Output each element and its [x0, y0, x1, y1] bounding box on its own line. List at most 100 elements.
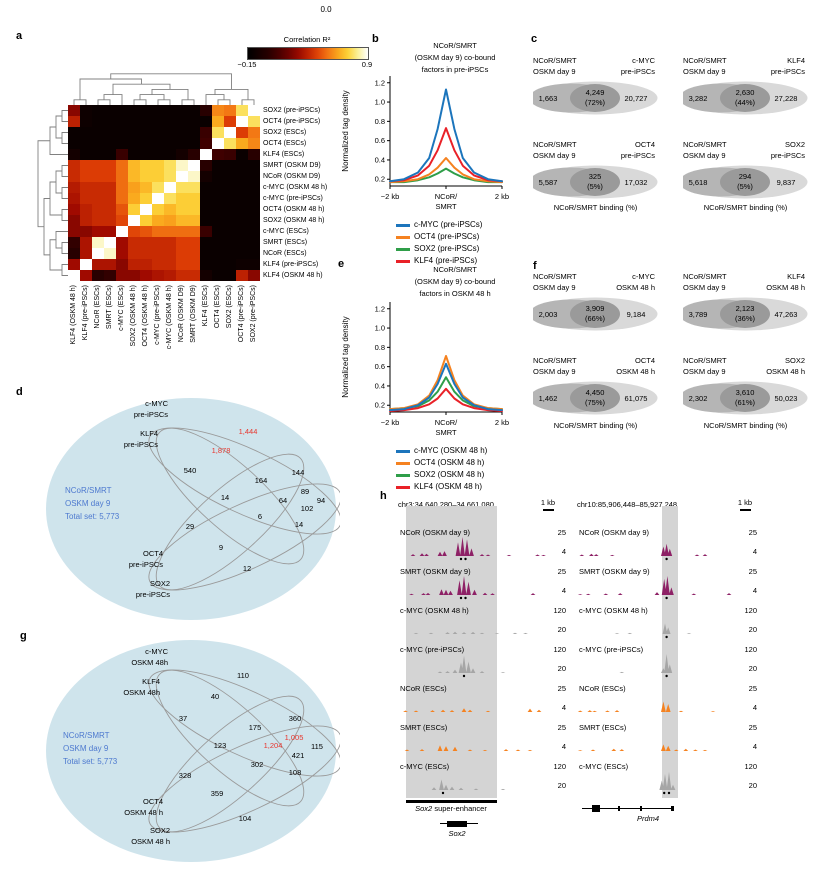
peak-call-dot	[459, 557, 463, 561]
heatmap-cell	[224, 127, 236, 138]
heatmap-cell	[200, 204, 212, 215]
svg-text: 294	[739, 172, 752, 181]
venn-footer: NCoR/SMRT binding (%)	[553, 203, 638, 212]
svg-text: −2 kb	[381, 192, 400, 201]
heatmap-cell	[152, 160, 164, 171]
venn-right-set-label: OSKM 48 h	[766, 367, 805, 376]
heatmap-cell	[92, 160, 104, 171]
heatmap-cell	[140, 149, 152, 160]
heatmap-cell	[176, 116, 188, 127]
track-signal	[577, 576, 737, 600]
dendrogram-link	[133, 99, 147, 105]
heatmap-cell	[164, 270, 176, 281]
track-scale-top: 25	[557, 567, 566, 576]
heatmap-cell	[116, 237, 128, 248]
svg-text: 102	[301, 504, 314, 513]
svg-text: 144	[292, 468, 305, 477]
heatmap-cell	[104, 204, 116, 215]
venn-right-set-label: c-MYC	[632, 272, 655, 281]
heatmap-cell	[104, 160, 116, 171]
svg-text: 1,204	[264, 741, 283, 750]
heatmap-cell	[128, 182, 140, 193]
venn-footer: NCoR/SMRT binding (%)	[553, 421, 638, 430]
svg-text: 302	[251, 760, 264, 769]
venn-overlap-ellipse	[570, 84, 620, 112]
heatmap-cell	[200, 193, 212, 204]
track-scale-top: 120	[553, 645, 566, 654]
venn-pair-diagram: 3,789 2,123(36%) 47,263	[683, 297, 808, 331]
track-signal-path	[577, 543, 737, 556]
panel-letter-a: a	[16, 30, 23, 42]
highlight-region	[662, 506, 678, 798]
heatmap-cell	[164, 193, 176, 204]
venn-pair-diagram: 2,302 3,610(61%) 50,023	[683, 381, 808, 415]
heatmap-cell	[212, 193, 224, 204]
svg-text: 325	[589, 172, 602, 181]
svg-text: 12	[243, 564, 251, 573]
svg-text: 1,444	[239, 427, 258, 436]
heatmap-cell	[212, 270, 224, 281]
track-scale-top: 120	[744, 606, 757, 615]
track-scale-bottom: 4	[561, 586, 566, 595]
heatmap-cell	[116, 270, 128, 281]
svg-text: 2,302	[689, 394, 708, 403]
venn-pair-diagram: 2,003 3,909(66%) 9,184	[533, 297, 658, 331]
heatmap-cell	[140, 248, 152, 259]
venn-overlap-ellipse	[720, 168, 770, 196]
track-scale-top: 25	[557, 684, 566, 693]
legend-swatch	[396, 486, 410, 489]
track-signal-path	[398, 576, 548, 595]
heatmap-cell	[128, 193, 140, 204]
heatmap-cell	[128, 248, 140, 259]
heatmap-cell	[164, 127, 176, 138]
heatmap-row-label: c-MYC (OSKM 48 h)	[263, 184, 328, 191]
heatmap-cell	[200, 182, 212, 193]
heatmap-cell	[152, 270, 164, 281]
heatmap-cell	[128, 259, 140, 270]
dendrogram-link	[79, 78, 142, 100]
svg-text: 40	[211, 692, 219, 701]
track-scale-bottom: 20	[557, 625, 566, 634]
track-signal	[577, 701, 737, 712]
heatmap-cell	[92, 259, 104, 270]
svg-text: 1.2	[375, 78, 385, 87]
gene-exon	[592, 805, 600, 812]
svg-text: (75%)	[585, 398, 606, 407]
heatmap-cell	[116, 160, 128, 171]
svg-text: 9	[219, 543, 223, 552]
peak-call-dot	[667, 791, 671, 795]
heatmap-col-label: SOX2 (pre-iPSCs)	[250, 285, 257, 343]
heatmap-cell	[164, 248, 176, 259]
heatmap-cell	[92, 204, 104, 215]
region-coordinates: chr10:85,906,448–85,927,248	[577, 500, 678, 509]
heatmap-cell	[92, 226, 104, 237]
venn-left-set-label: NCoR/SMRT	[533, 272, 577, 281]
dendrogram-link	[37, 140, 50, 228]
dendrogram-link	[43, 198, 50, 256]
track-label: c-MYC (pre-iPSCs)	[579, 645, 644, 654]
venn-right-set-label: OSKM 48 h	[616, 283, 655, 292]
heatmap-cell	[200, 138, 212, 149]
venn-pair: NCoR/SMRT OSKM day 9 SOX2 OSKM 48 h 2,302 3,6…	[683, 356, 808, 422]
heatmap-cell	[200, 259, 212, 270]
svg-text: 5,618	[689, 178, 708, 187]
venn-overlap-ellipse	[720, 384, 770, 412]
track-scale-bottom: 20	[557, 664, 566, 673]
heatmap-cell	[140, 138, 152, 149]
colorbar-gradient	[247, 47, 369, 60]
heatmap-cell	[80, 259, 92, 270]
heatmap-cell	[80, 171, 92, 182]
heatmap-col-label: KLF4 (pre-iPSCs)	[82, 285, 89, 341]
heatmap-cell	[152, 127, 164, 138]
venn-pair: NCoR/SMRT OSKM day 9 OCT4 pre-iPSCs 5,587 325…	[533, 140, 658, 206]
heatmap-cell	[140, 105, 152, 116]
track-label: NCoR (OSKM day 9)	[400, 528, 471, 537]
venn-left-set-label: OSKM day 9	[683, 67, 726, 76]
profile-curve	[389, 127, 503, 183]
venn-background-set	[46, 640, 336, 862]
heatmap-cell	[188, 259, 200, 270]
svg-text: Normalized tag density	[341, 90, 350, 171]
svg-text: 0.6	[375, 136, 385, 145]
profile-title-line: factors in OSKM 48 h	[419, 289, 491, 298]
track-signal	[577, 623, 737, 639]
